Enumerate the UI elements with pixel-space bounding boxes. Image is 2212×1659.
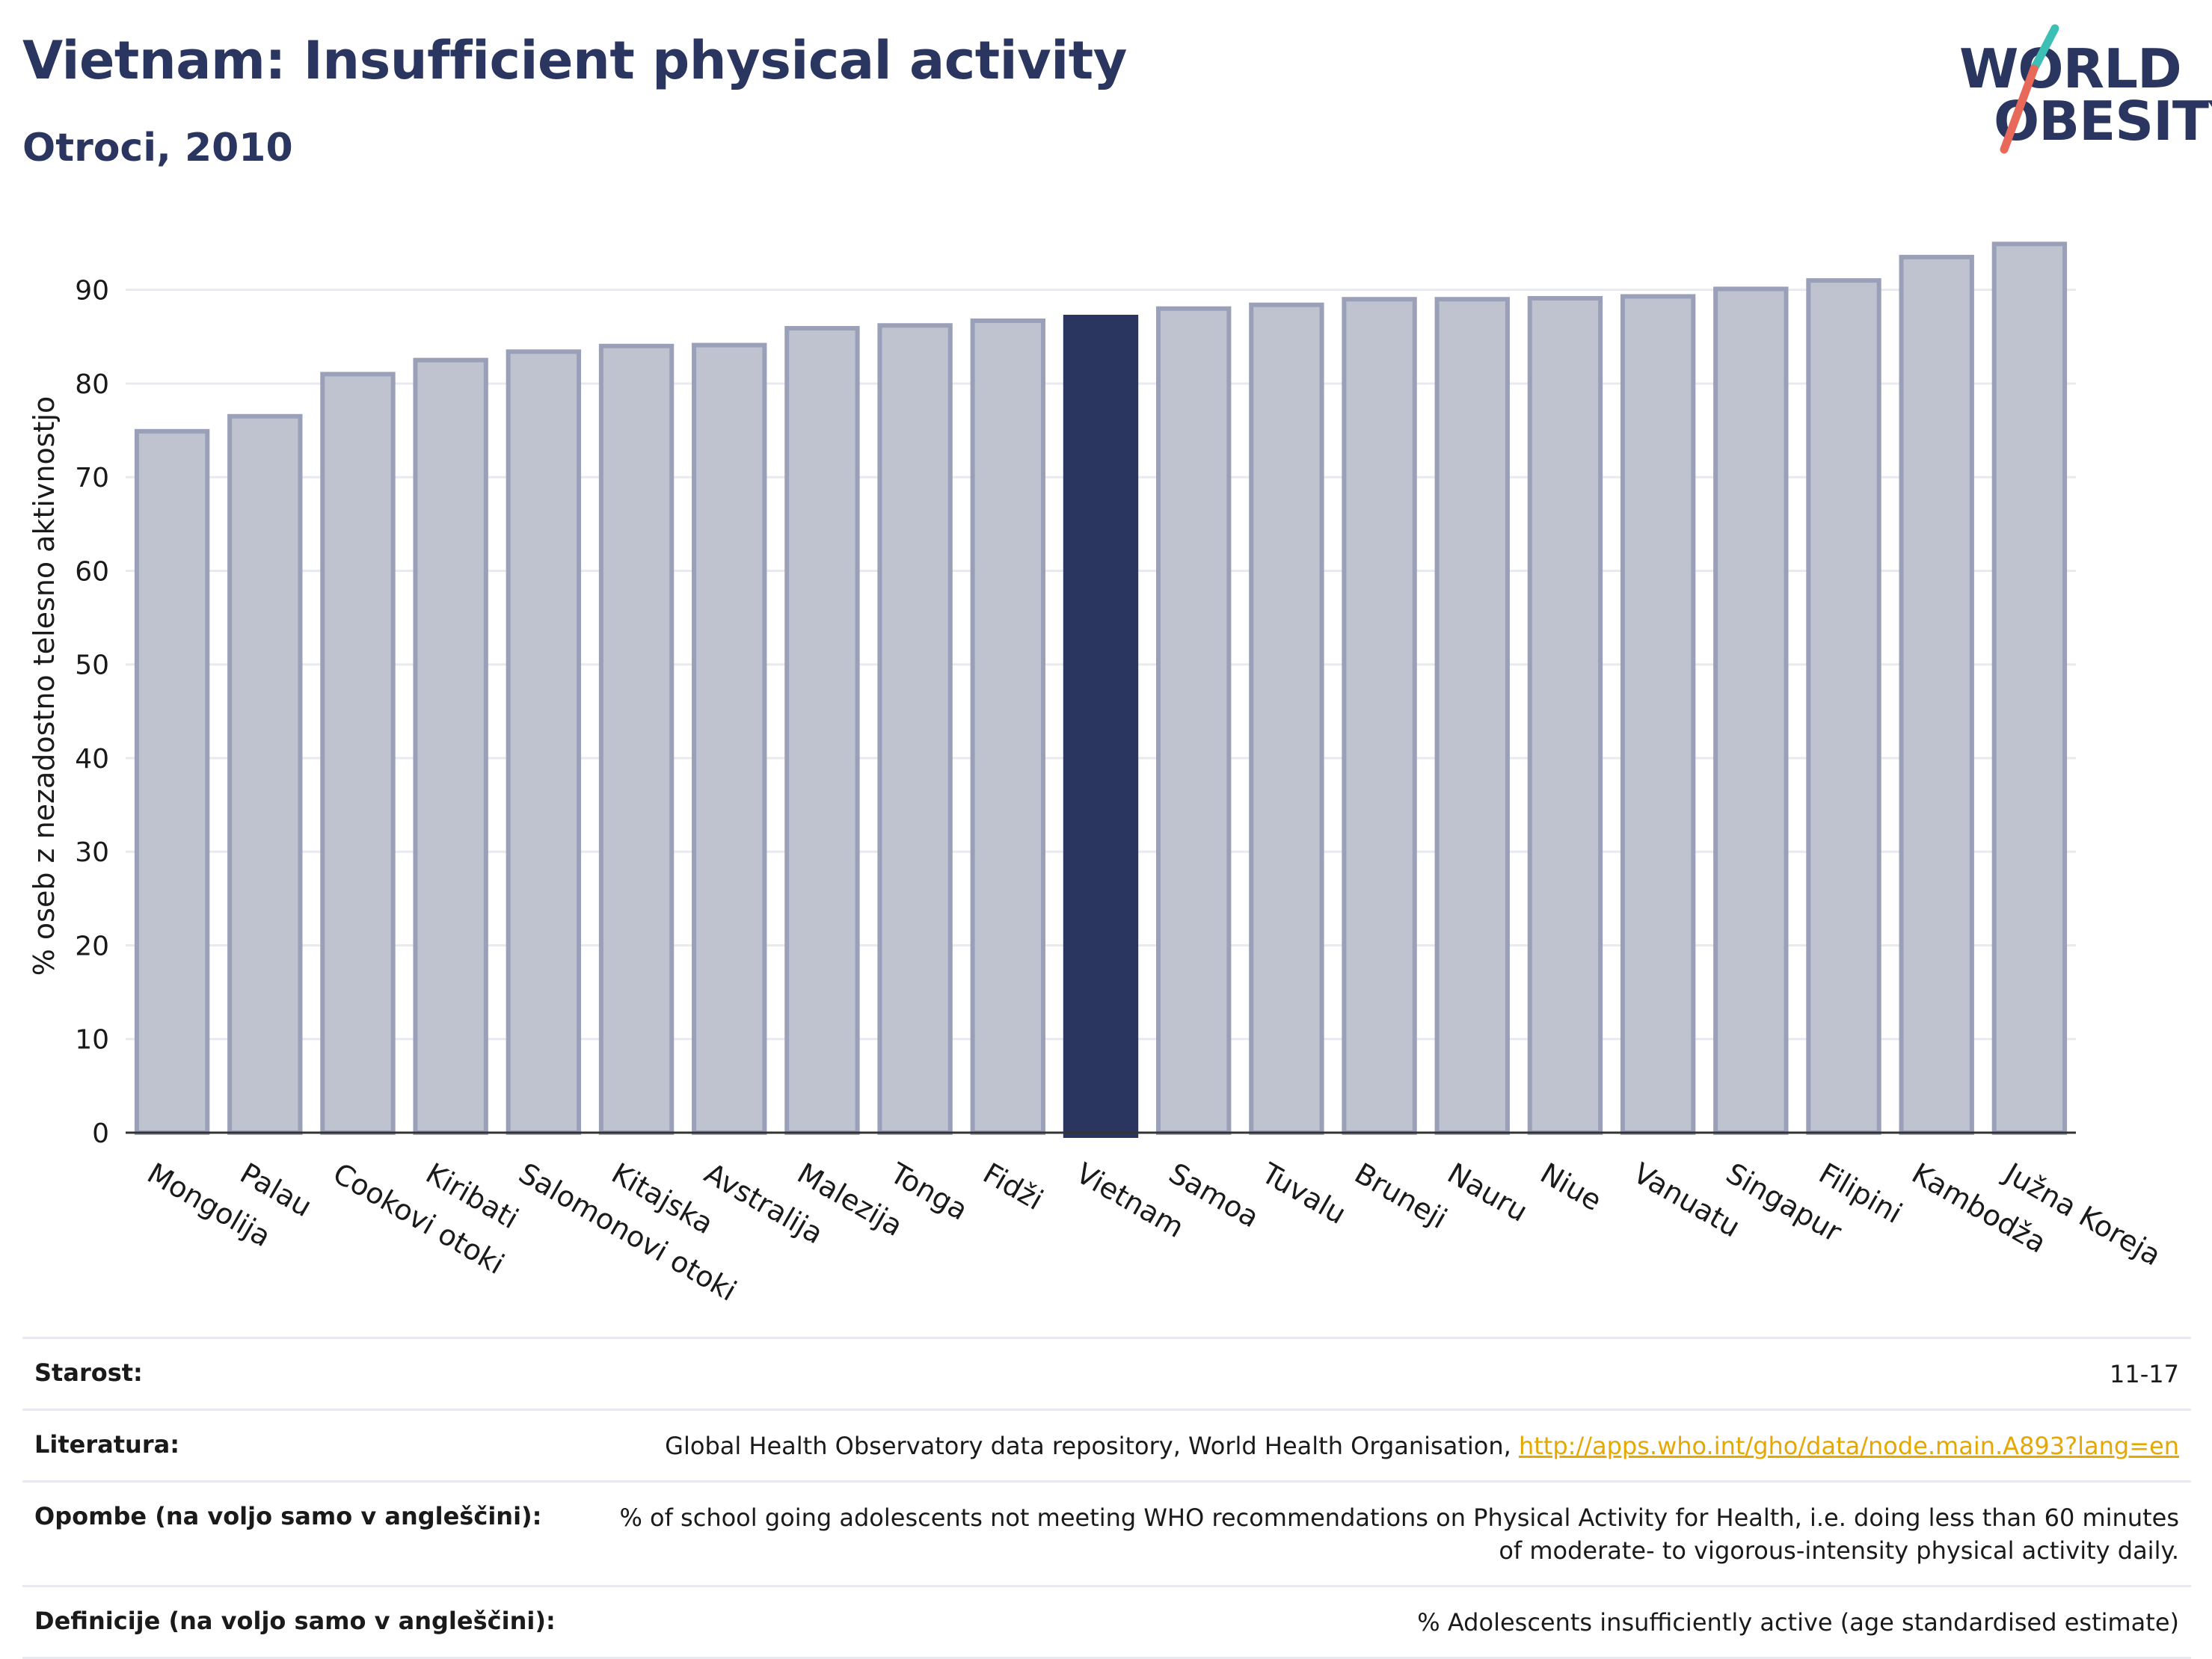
bar-južna-koreja (1991, 241, 2068, 1136)
x-tick-label: Niue (1534, 1157, 1607, 1217)
age-row: Starost: 11-17 (22, 1337, 2191, 1409)
page-title: Vietnam: Insufficient physical activity (22, 30, 1127, 91)
notes-label: Opombe (na voljo samo v angleščini): (34, 1502, 542, 1531)
page-subtitle: Otroci, 2010 (22, 126, 293, 170)
notes-row: Opombe (na voljo samo v angleščini): % o… (22, 1480, 2191, 1584)
age-label: Starost: (34, 1358, 143, 1387)
logo-line1: WORLD (1959, 37, 2182, 100)
bars (134, 241, 2068, 1139)
bar-palau (227, 413, 303, 1135)
notes-value: % of school going adolescents not meetin… (619, 1503, 2179, 1565)
bar-kiribati (413, 357, 488, 1136)
bar-bruneji (1342, 297, 1417, 1135)
y-tick-label: 0 (92, 1118, 109, 1149)
bar-vietnam (1063, 315, 1139, 1139)
bar-singapur (1713, 286, 1789, 1135)
reference-row: Literatura: Global Health Observatory da… (22, 1409, 2191, 1480)
bar-kitajska (598, 343, 675, 1135)
x-tick-label: Tuvalu (1256, 1156, 1351, 1231)
bar-mongolija (134, 428, 210, 1135)
y-tick-label: 10 (75, 1025, 109, 1056)
y-tick-label: 70 (75, 463, 109, 493)
definitions-value: % Adolescents insufficiently active (age… (1417, 1607, 2179, 1637)
world-obesity-logo: WORLD OBESITY (1944, 22, 2212, 157)
definitions-label: Definicije (na voljo samo v angleščini): (34, 1606, 556, 1635)
bar-samoa (1155, 306, 1232, 1136)
y-tick-label: 80 (75, 369, 109, 400)
definitions-row: Definicije (na voljo samo v angleščini):… (22, 1584, 2191, 1659)
reference-link[interactable]: http://apps.who.int/gho/data/node.main.A… (1518, 1432, 2179, 1461)
y-axis-ticks: 0 10 20 30 40 50 60 70 80 90 (75, 276, 109, 1149)
bar-avstralija (692, 342, 767, 1135)
info-table: Starost: 11-17 Literatura: Global Health… (22, 1337, 2191, 1659)
y-tick-label: 50 (75, 650, 109, 681)
reference-label: Literatura: (34, 1430, 179, 1459)
bar-malezija (784, 326, 860, 1135)
logo-slash-icon (2000, 24, 2059, 154)
y-axis-label: % oseb z nezadostno telesno aktivnostjo (28, 396, 61, 976)
bar-cookovi-otoki (320, 372, 396, 1136)
logo-line2: OBESITY (1994, 90, 2212, 153)
y-tick-label: 30 (75, 837, 109, 868)
bar-niue (1527, 295, 1603, 1135)
x-tick-label: Nauru (1442, 1157, 1533, 1228)
bar-tuvalu (1249, 302, 1324, 1135)
age-value: 11-17 (2110, 1360, 2179, 1388)
y-tick-label: 90 (75, 276, 109, 307)
x-tick-label: Vanuatu (1628, 1157, 1746, 1243)
y-tick-label: 40 (75, 744, 109, 775)
bar-vanuatu (1620, 294, 1696, 1135)
bar-tonga (877, 323, 953, 1136)
x-tick-label: Bruneji (1349, 1157, 1452, 1235)
bar-filipini (1806, 278, 1881, 1135)
y-tick-label: 20 (75, 931, 109, 961)
bar-fidži (970, 318, 1046, 1135)
bar-nauru (1434, 297, 1510, 1135)
y-tick-label: 60 (75, 556, 109, 587)
reference-text: Global Health Observatory data repositor… (665, 1432, 1511, 1461)
x-tick-label: Fidži (977, 1157, 1048, 1216)
reference-value: Global Health Observatory data repositor… (665, 1430, 2179, 1462)
bar-kambodža (1899, 254, 1974, 1135)
bar-salomonovi-otoki (506, 349, 582, 1136)
